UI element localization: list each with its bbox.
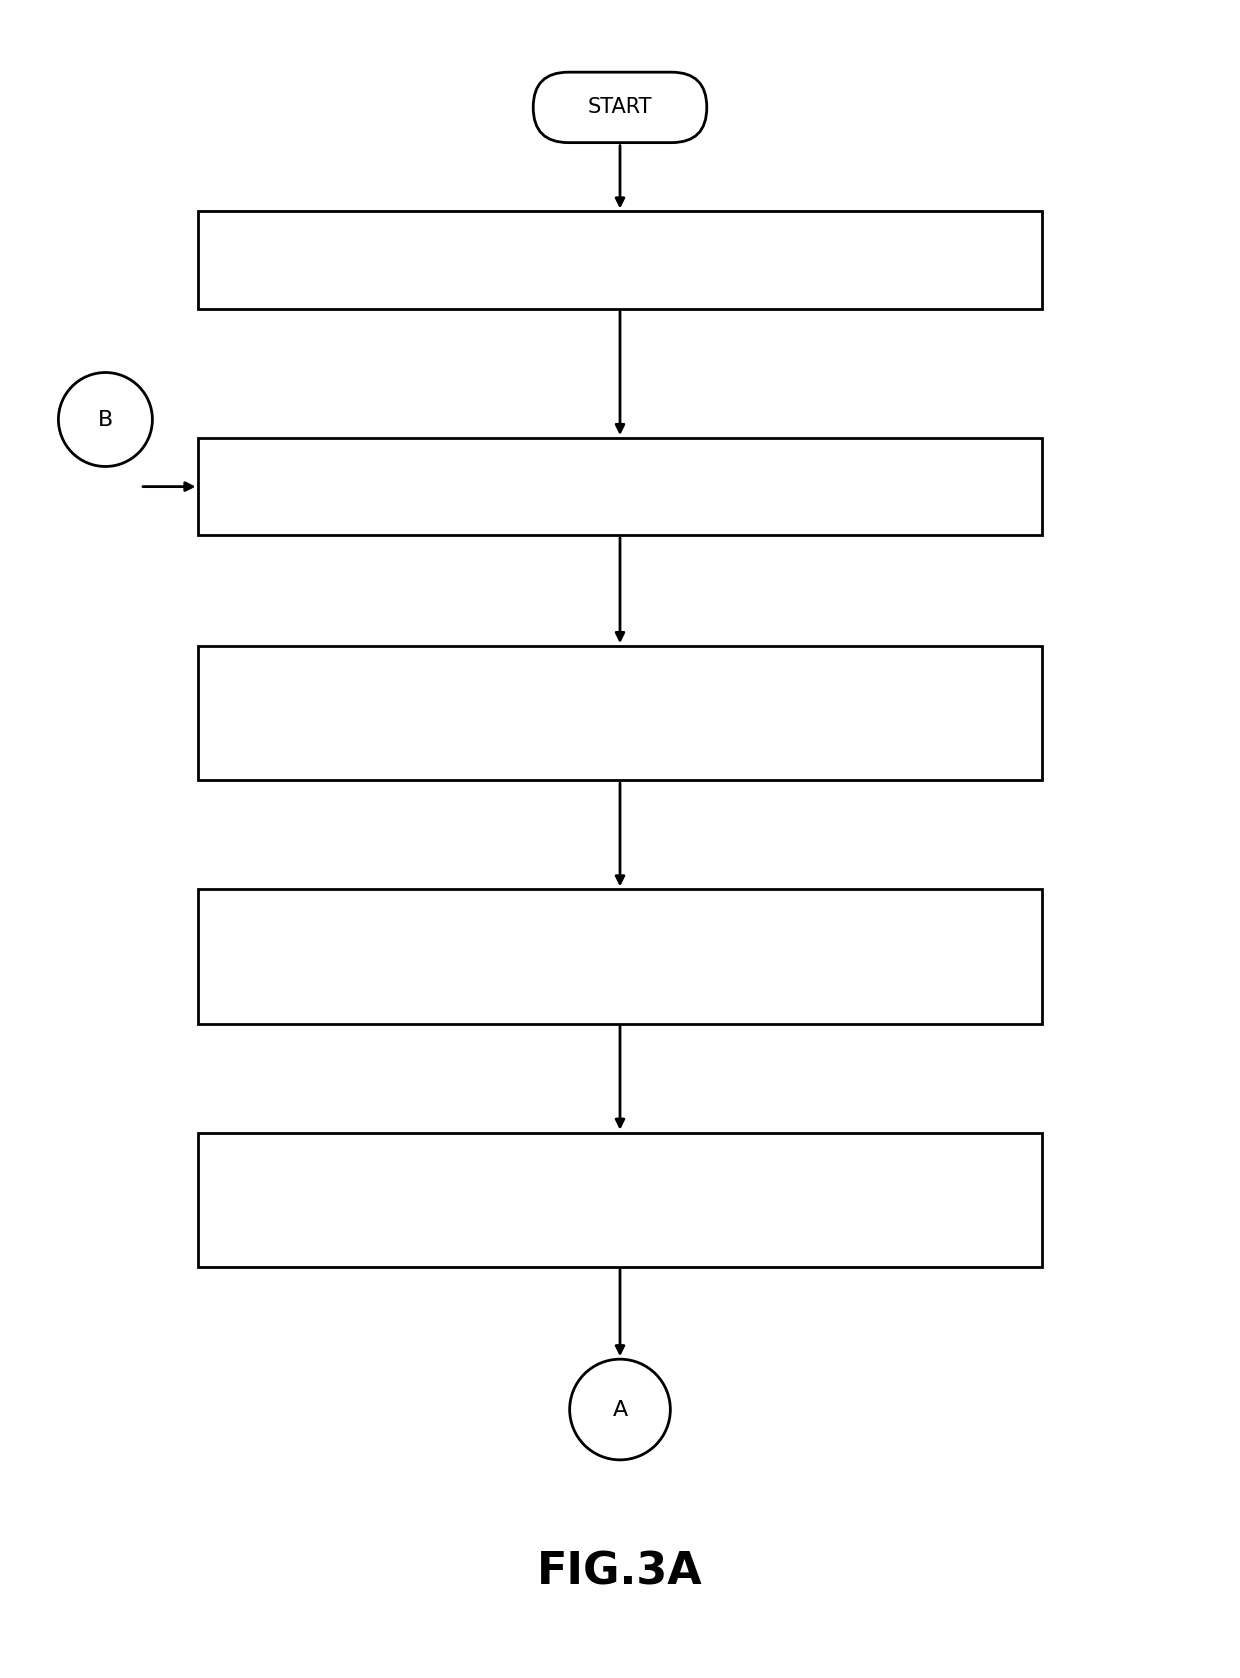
FancyBboxPatch shape bbox=[533, 72, 707, 143]
Text: B: B bbox=[98, 409, 113, 430]
Text: FIG.3A: FIG.3A bbox=[537, 1550, 703, 1594]
Text: START: START bbox=[588, 97, 652, 117]
FancyBboxPatch shape bbox=[198, 438, 1042, 535]
FancyBboxPatch shape bbox=[198, 646, 1042, 780]
Circle shape bbox=[58, 373, 153, 466]
FancyBboxPatch shape bbox=[198, 1133, 1042, 1267]
Circle shape bbox=[569, 1359, 671, 1460]
FancyBboxPatch shape bbox=[198, 889, 1042, 1024]
FancyBboxPatch shape bbox=[198, 211, 1042, 309]
Text: A: A bbox=[613, 1399, 627, 1420]
